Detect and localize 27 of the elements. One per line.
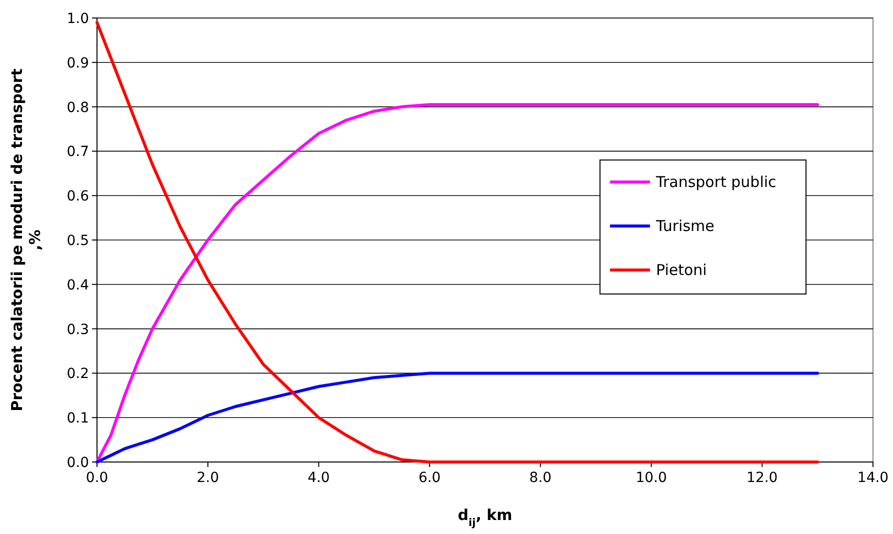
x-tick-label: 12.0 bbox=[746, 470, 778, 486]
legend-label: Transport public bbox=[655, 173, 776, 191]
y-tick-label: 0.1 bbox=[66, 410, 89, 427]
line-series bbox=[96, 103, 820, 464]
x-axis-title: d$_{ij}$, km bbox=[458, 506, 512, 529]
y-tick-label: 1.0 bbox=[66, 11, 89, 27]
y-axis-title: Procent calatorii pe moduri de transport ,% bbox=[8, 68, 44, 412]
line-series bbox=[96, 372, 820, 464]
legend-label: Turisme bbox=[655, 217, 714, 235]
y-tick-label: 0.2 bbox=[66, 366, 89, 382]
x-tick-label: 4.0 bbox=[308, 470, 330, 486]
y-tick-label: 0.5 bbox=[66, 233, 89, 249]
x-tick-label: 8.0 bbox=[529, 470, 552, 486]
x-tick-label: 10.0 bbox=[636, 470, 667, 486]
legend-label: Pietoni bbox=[656, 261, 707, 279]
y-tick-label: 0.6 bbox=[66, 188, 90, 205]
y-tick-label: 0.8 bbox=[66, 100, 89, 116]
y-tick-label: 0.4 bbox=[66, 277, 90, 294]
y-tick-label: 0.3 bbox=[66, 322, 89, 338]
y-tick-label: 0.9 bbox=[66, 55, 89, 72]
y-tick-label: 0.0 bbox=[66, 455, 89, 471]
x-tick-label: 14.0 bbox=[857, 470, 889, 486]
line-series bbox=[96, 20, 820, 464]
y-tick-label: 0.7 bbox=[66, 144, 89, 160]
x-tick-label: 6.0 bbox=[418, 470, 441, 486]
x-tick-label: 0.0 bbox=[86, 470, 108, 486]
x-tick-label: 2.0 bbox=[196, 470, 219, 486]
